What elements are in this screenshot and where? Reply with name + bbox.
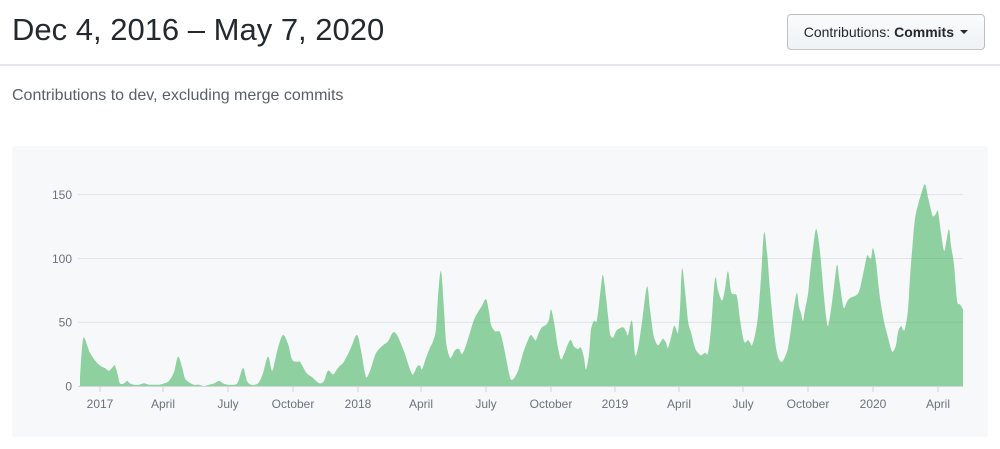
y-axis-label: 0: [65, 380, 72, 394]
x-axis-label: 2020: [860, 397, 887, 411]
x-axis-label: April: [151, 397, 175, 411]
header: Dec 4, 2016 – May 7, 2020 Contributions:…: [0, 0, 1000, 66]
x-axis-label: 2017: [87, 397, 114, 411]
x-axis-label: July: [732, 397, 753, 411]
x-axis-label: October: [530, 397, 573, 411]
filter-button-value: Commits: [894, 24, 954, 40]
x-axis-label: July: [217, 397, 238, 411]
x-axis-label: July: [475, 397, 496, 411]
page-title: Dec 4, 2016 – May 7, 2020: [12, 12, 385, 47]
contributions-area-chart[interactable]: 0 50 100 150 2017 April July October 2018 April Ju…: [12, 146, 988, 437]
x-axis-label: April: [926, 397, 950, 411]
y-axis-label: 100: [52, 252, 72, 266]
dropdown-caret-icon: [960, 30, 968, 38]
contributions-graph-panel: 0 50 100 150 2017 April July October 2018 April Ju…: [12, 146, 988, 437]
x-axis-label: 2018: [345, 397, 372, 411]
x-axis-label: April: [667, 397, 691, 411]
filter-button-prefix: Contributions:: [803, 24, 891, 40]
contributions-filter-button[interactable]: Contributions: Commits: [786, 14, 985, 50]
x-axis-label: April: [409, 397, 433, 411]
y-axis-label: 150: [52, 188, 72, 202]
chart-subtitle: Contributions to dev, excluding merge co…: [12, 87, 344, 104]
x-axis-label: October: [787, 397, 830, 411]
commits-area-series[interactable]: [80, 184, 963, 386]
x-axis-label: October: [272, 397, 315, 411]
x-axis-label: 2019: [602, 397, 629, 411]
y-axis-label: 50: [59, 316, 73, 330]
